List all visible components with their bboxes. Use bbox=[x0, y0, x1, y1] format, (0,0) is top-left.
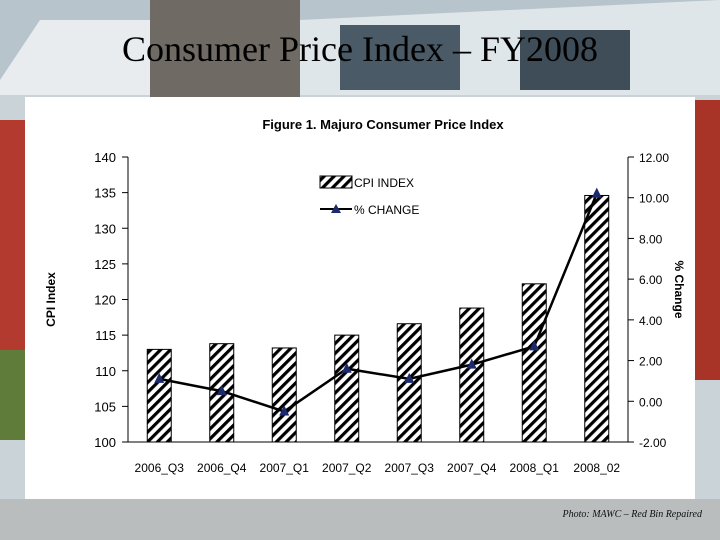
left-tick-label: 100 bbox=[94, 435, 116, 450]
cpi-chart: Figure 1. Majuro Consumer Price Index 100… bbox=[44, 117, 686, 475]
x-tick-label: 2007_Q3 bbox=[385, 461, 435, 475]
right-tick-label: 12.00 bbox=[639, 151, 669, 165]
legend-line-marker bbox=[331, 204, 341, 213]
pct-change-marker bbox=[404, 372, 415, 383]
x-tick-label: 2007_Q1 bbox=[260, 461, 310, 475]
left-tick-label: 115 bbox=[95, 328, 116, 343]
left-tick-label: 135 bbox=[94, 186, 116, 201]
right-tick-label: 2.00 bbox=[639, 355, 663, 369]
left-tick-label: 125 bbox=[94, 257, 116, 272]
x-tick-label: 2008_Q1 bbox=[510, 461, 560, 475]
right-tick-label: 0.00 bbox=[639, 395, 663, 409]
legend-line-label: % CHANGE bbox=[354, 203, 419, 217]
left-tick-label: 120 bbox=[94, 293, 116, 308]
slide-title: Consumer Price Index – FY2008 bbox=[122, 29, 598, 69]
cpi-bar bbox=[459, 307, 485, 443]
right-tick-label: 8.00 bbox=[639, 232, 663, 246]
pct-change-marker bbox=[529, 340, 540, 351]
pct-change-line bbox=[159, 193, 598, 413]
x-tick-label: 2007_Q2 bbox=[322, 461, 372, 475]
pct-change-marker bbox=[216, 385, 227, 396]
legend-bar-swatch bbox=[319, 175, 353, 189]
right-tick-label: 4.00 bbox=[639, 314, 663, 328]
pct-change-marker bbox=[154, 372, 165, 383]
cpi-bar bbox=[584, 194, 610, 443]
x-tick-label: 2008_02 bbox=[573, 461, 620, 475]
chart-panel bbox=[25, 97, 695, 499]
x-tick-label: 2006_Q3 bbox=[135, 461, 185, 475]
pct-change-marker bbox=[279, 405, 290, 416]
legend-bar-label: CPI INDEX bbox=[354, 176, 414, 190]
cpi-bar bbox=[146, 348, 172, 443]
cpi-bar bbox=[521, 283, 547, 443]
pct-change-marker bbox=[341, 362, 352, 373]
y2-axis-title: % Change bbox=[672, 260, 686, 318]
cpi-bar bbox=[271, 347, 297, 443]
photo-caption: Photo: MAWC – Red Bin Repaired bbox=[562, 509, 702, 520]
left-tick-label: 140 bbox=[94, 150, 116, 165]
y-axis-title: CPI Index bbox=[44, 272, 58, 327]
cpi-bar bbox=[334, 334, 360, 443]
chart-title: Figure 1. Majuro Consumer Price Index bbox=[262, 117, 504, 132]
pct-change-marker bbox=[466, 358, 477, 369]
right-tick-label: -2.00 bbox=[639, 436, 667, 450]
x-tick-label: 2007_Q4 bbox=[447, 461, 497, 475]
right-tick-label: 6.00 bbox=[639, 273, 663, 287]
left-tick-label: 110 bbox=[95, 364, 116, 379]
pct-change-marker bbox=[591, 187, 602, 198]
right-tick-label: 10.00 bbox=[639, 192, 669, 206]
left-tick-label: 130 bbox=[94, 221, 116, 236]
left-tick-label: 105 bbox=[94, 399, 116, 414]
x-tick-label: 2006_Q4 bbox=[197, 461, 247, 475]
